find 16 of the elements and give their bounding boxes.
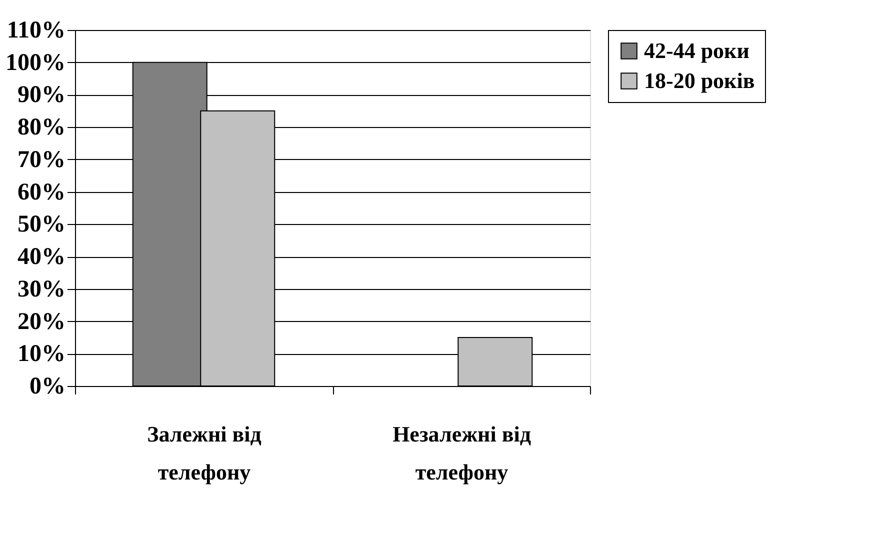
y-tick-label: 30% bbox=[18, 276, 66, 302]
y-tick-label: 20% bbox=[18, 308, 66, 335]
y-tick-label: 50% bbox=[18, 212, 66, 238]
y-tick-label: 90% bbox=[18, 82, 66, 108]
x-tick-label: Залежні від телефону bbox=[147, 422, 262, 484]
legend-label: 18-20 років bbox=[644, 68, 755, 93]
y-tick-label: 110% bbox=[6, 18, 66, 44]
x-tick-label: Незалежні від телефону bbox=[392, 422, 531, 484]
y-tick-label: 70% bbox=[18, 146, 66, 173]
y-tick-label: 0% bbox=[30, 374, 66, 400]
y-tick-label: 10% bbox=[18, 341, 66, 368]
y-tick-label: 100% bbox=[6, 50, 66, 76]
legend-label: 42-44 роки bbox=[644, 38, 750, 63]
y-tick-label: 60% bbox=[18, 179, 66, 206]
y-tick-label: 80% bbox=[18, 114, 66, 141]
y-tick-label: 40% bbox=[18, 244, 66, 270]
